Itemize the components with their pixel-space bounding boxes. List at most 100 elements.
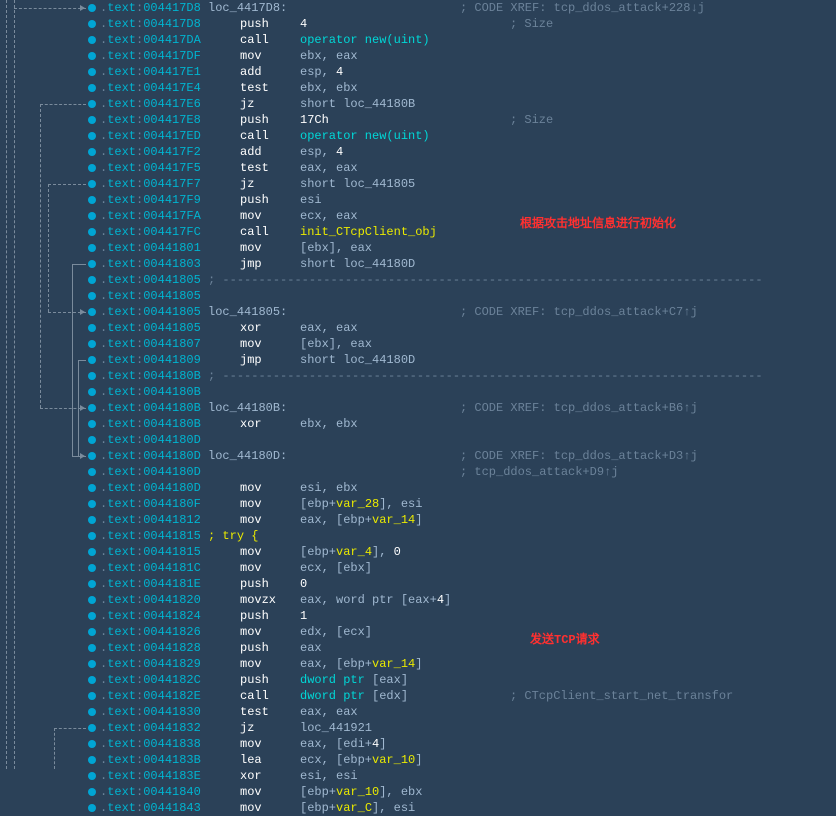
mnemonic: mov (240, 240, 262, 256)
mnemonic: add (240, 64, 262, 80)
breakpoint-dot[interactable] (88, 52, 96, 60)
line-address: .text:00441805 (100, 289, 201, 303)
disasm-line: .text:00441826movedx, [ecx] (100, 624, 836, 640)
breakpoint-dot[interactable] (88, 260, 96, 268)
operands: eax, word ptr [eax+4] (300, 592, 451, 608)
breakpoint-dot[interactable] (88, 436, 96, 444)
breakpoint-dot[interactable] (88, 644, 96, 652)
code-label: loc_44180B: (201, 401, 287, 415)
breakpoint-dot[interactable] (88, 388, 96, 396)
breakpoint-dot[interactable] (88, 724, 96, 732)
breakpoint-dot[interactable] (88, 564, 96, 572)
breakpoint-dot[interactable] (88, 196, 96, 204)
line-address: .text:004417D8 (100, 1, 201, 15)
breakpoint-dot[interactable] (88, 484, 96, 492)
breakpoint-dot[interactable] (88, 148, 96, 156)
disasm-line: .text:0044180B (100, 384, 836, 400)
mnemonic: push (240, 640, 269, 656)
disasm-line: .text:0044182Ecalldword ptr [edx] ; CTcp… (100, 688, 836, 704)
breakpoint-dot[interactable] (88, 404, 96, 412)
line-address: .text:00441812 (100, 513, 201, 527)
breakpoint-dot[interactable] (88, 596, 96, 604)
mnemonic: test (240, 704, 269, 720)
breakpoint-dot[interactable] (88, 660, 96, 668)
disasm-line: .text:0044181Cmovecx, [ebx] (100, 560, 836, 576)
mnemonic: xor (240, 320, 262, 336)
line-address: .text:0044180D (100, 465, 201, 479)
breakpoint-dot[interactable] (88, 100, 96, 108)
breakpoint-dot[interactable] (88, 276, 96, 284)
operands: eax, eax (300, 704, 358, 720)
line-address: .text:00441805 (100, 273, 201, 287)
disasm-listing: .text:004417D8 loc_4417D8:; CODE XREF: t… (100, 0, 836, 816)
breakpoint-dot[interactable] (88, 580, 96, 588)
breakpoint-dot[interactable] (88, 788, 96, 796)
code-label: loc_44180D: (201, 449, 287, 463)
breakpoint-dot[interactable] (88, 340, 96, 348)
breakpoint-dot[interactable] (88, 308, 96, 316)
line-address: .text:00441803 (100, 257, 201, 271)
line-address: .text:0044180B (100, 401, 201, 415)
breakpoint-dot[interactable] (88, 20, 96, 28)
operands: operator new(uint) (300, 128, 430, 144)
breakpoint-dot[interactable] (88, 132, 96, 140)
mnemonic: mov (240, 512, 262, 528)
breakpoint-dot[interactable] (88, 228, 96, 236)
breakpoint-dot[interactable] (88, 452, 96, 460)
breakpoint-dot[interactable] (88, 372, 96, 380)
operands: esp, 4 (300, 64, 343, 80)
breakpoint-dot[interactable] (88, 68, 96, 76)
disasm-line: .text:00441838moveax, [edi+4] (100, 736, 836, 752)
breakpoint-dot[interactable] (88, 756, 96, 764)
operands: [ebx], eax (300, 336, 372, 352)
operands: [ebp+var_28], esi (300, 496, 422, 512)
breakpoint-dot[interactable] (88, 356, 96, 364)
mnemonic: push (240, 192, 269, 208)
breakpoint-dot[interactable] (88, 692, 96, 700)
breakpoint-dot[interactable] (88, 532, 96, 540)
breakpoint-dot[interactable] (88, 612, 96, 620)
breakpoint-dot[interactable] (88, 628, 96, 636)
line-address: .text:0044183E (100, 769, 201, 783)
breakpoint-dot[interactable] (88, 164, 96, 172)
breakpoint-dot[interactable] (88, 740, 96, 748)
line-address: .text:00441809 (100, 353, 201, 367)
mnemonic: test (240, 80, 269, 96)
breakpoint-dot[interactable] (88, 420, 96, 428)
disasm-line: .text:0044182Cpushdword ptr [eax] (100, 672, 836, 688)
mnemonic: mov (240, 560, 262, 576)
operands: dword ptr [edx] (300, 688, 408, 704)
breakpoint-dot[interactable] (88, 180, 96, 188)
breakpoint-dot[interactable] (88, 500, 96, 508)
mnemonic: add (240, 144, 262, 160)
breakpoint-dot[interactable] (88, 244, 96, 252)
disasm-line: .text:004417DAcalloperator new(uint) (100, 32, 836, 48)
breakpoint-dot[interactable] (88, 548, 96, 556)
breakpoint-dot[interactable] (88, 708, 96, 716)
breakpoint-dot[interactable] (88, 292, 96, 300)
line-address: .text:0044182E (100, 689, 201, 703)
breakpoint-dot[interactable] (88, 212, 96, 220)
line-address: .text:004417F2 (100, 145, 201, 159)
disasm-line: .text:0044181Epush0 (100, 576, 836, 592)
breakpoint-dot[interactable] (88, 804, 96, 812)
breakpoint-dot[interactable] (88, 516, 96, 524)
operands: ebx, ebx (300, 416, 358, 432)
line-address: .text:00441807 (100, 337, 201, 351)
breakpoint-dot[interactable] (88, 324, 96, 332)
breakpoint-dot[interactable] (88, 36, 96, 44)
breakpoint-dot[interactable] (88, 772, 96, 780)
breakpoint-dot[interactable] (88, 468, 96, 476)
xref-comment: ; CODE XREF: tcp_ddos_attack+B6↑j (460, 400, 698, 416)
breakpoint-dot[interactable] (88, 4, 96, 12)
breakpoint-dot[interactable] (88, 84, 96, 92)
operands: [ebp+var_10], ebx (300, 784, 422, 800)
breakpoint-dot[interactable] (88, 116, 96, 124)
disasm-line: .text:00441805 loc_441805:; CODE XREF: t… (100, 304, 836, 320)
mnemonic: push (240, 672, 269, 688)
line-address: .text:0044182C (100, 673, 201, 687)
breakpoint-dot[interactable] (88, 676, 96, 684)
line-address: .text:00441824 (100, 609, 201, 623)
operands: ebx, ebx (300, 80, 358, 96)
operands: loc_441921 (300, 720, 372, 736)
